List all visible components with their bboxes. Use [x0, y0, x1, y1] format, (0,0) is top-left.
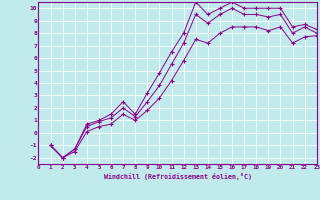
X-axis label: Windchill (Refroidissement éolien,°C): Windchill (Refroidissement éolien,°C) — [104, 173, 252, 180]
